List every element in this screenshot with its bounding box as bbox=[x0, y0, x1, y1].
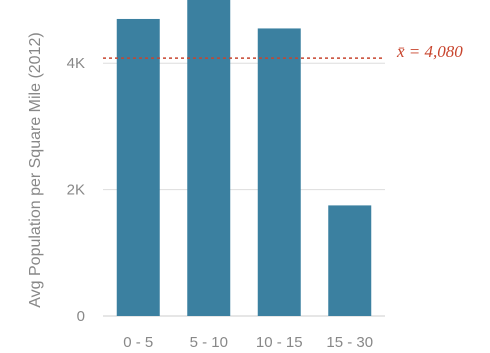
y-axis-ticks: 0 2K 4K bbox=[67, 55, 85, 325]
y-tick-label: 2K bbox=[67, 182, 85, 199]
x-tick-label: 5 - 10 bbox=[190, 334, 228, 351]
y-tick-label: 0 bbox=[77, 308, 85, 325]
bars bbox=[116, 0, 372, 317]
x-axis-ticks: 0 - 5 5 - 10 10 - 15 15 - 30 bbox=[123, 334, 373, 351]
bar bbox=[116, 18, 160, 317]
x-tick-label: 0 - 5 bbox=[123, 334, 153, 351]
y-axis-label: Avg Population per Square Mile (2012) bbox=[27, 32, 44, 307]
x-tick-label: 10 - 15 bbox=[256, 334, 303, 351]
mean-label: x̄ = 4,080 bbox=[396, 42, 463, 61]
bar bbox=[187, 0, 231, 316]
x-tick-label: 15 - 30 bbox=[326, 334, 373, 351]
bar bbox=[257, 28, 301, 316]
y-tick-label: 4K bbox=[67, 55, 85, 72]
bar bbox=[328, 205, 372, 316]
